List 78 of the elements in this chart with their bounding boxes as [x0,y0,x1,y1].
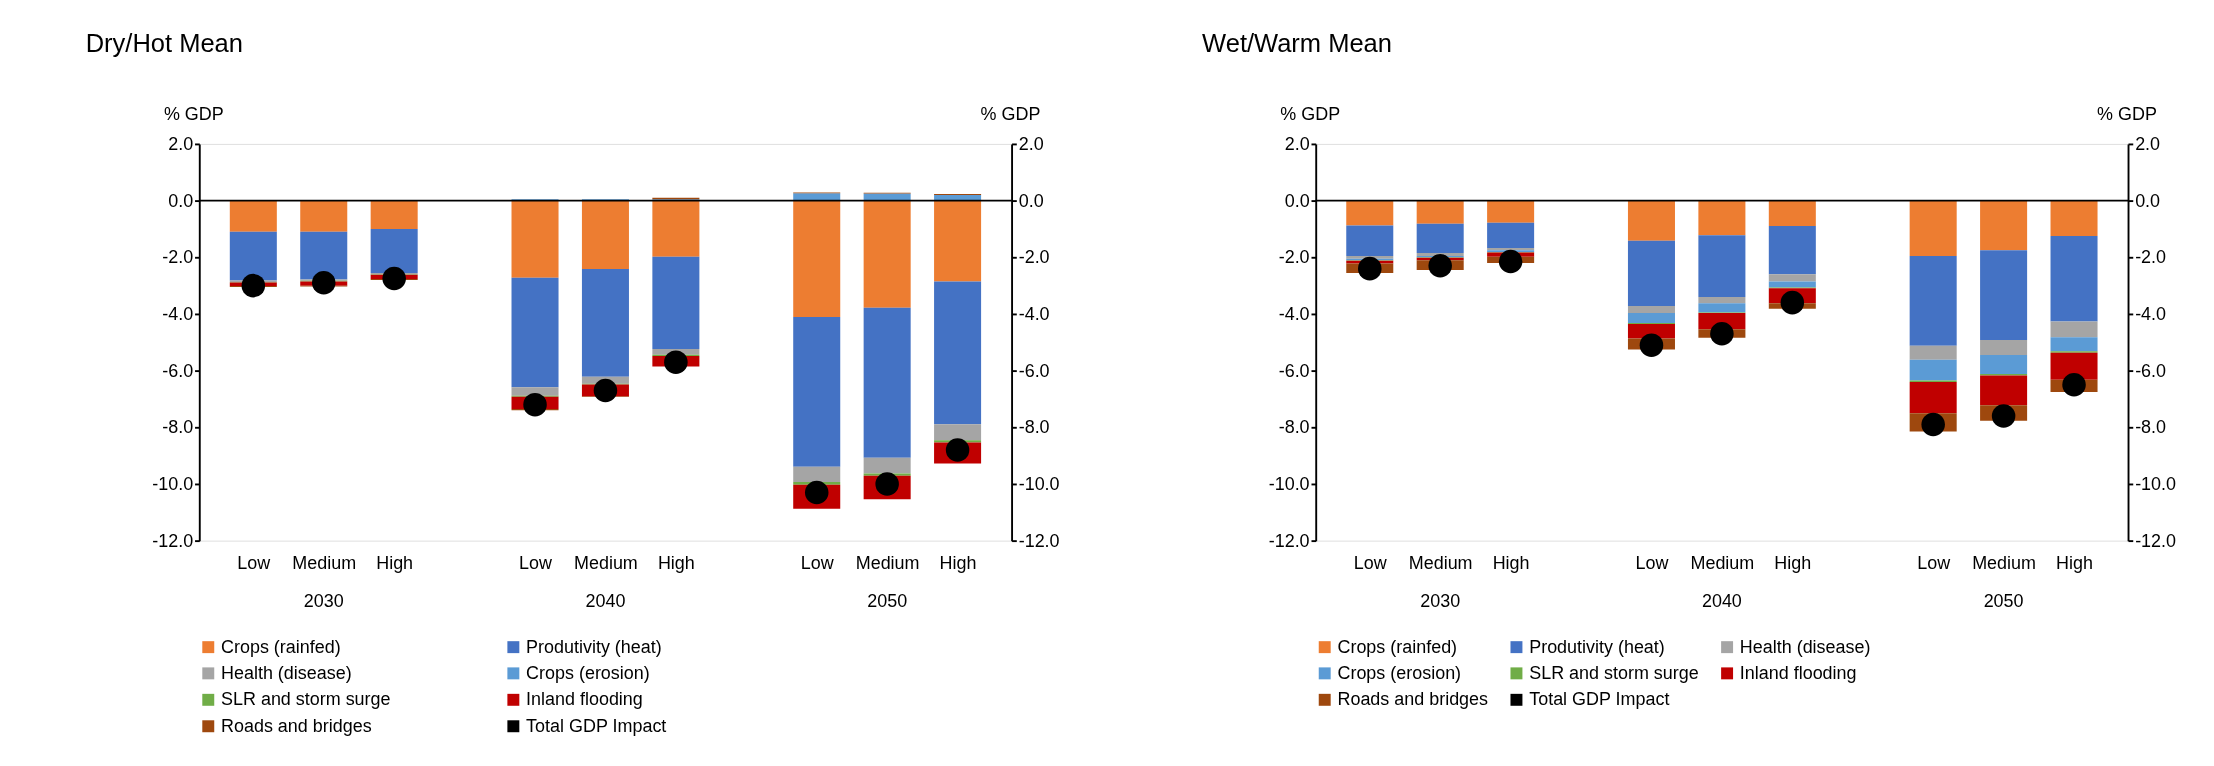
y-tick-label: -4.0 [1278,304,1310,325]
legend-label: Health (disease) [1739,636,1871,657]
y2-tick-label: -6.0 [1018,360,1050,381]
y-tick-label: -4.0 [162,304,194,325]
text: 2030 [303,590,344,611]
text: 2050 [867,590,908,611]
x-tick-label: Medium [574,552,638,573]
text: 2030 [1420,590,1461,611]
y2-tick-label: -4.0 [1018,304,1050,325]
chart-title: Dry/Hot Mean [85,29,243,58]
y2-tick-label: 2.0 [2135,134,2161,155]
y2-tick-label: -10.0 [2135,474,2177,495]
x-tick-label: Low [800,552,834,573]
y2-tick-label: 0.0 [1018,190,1044,211]
y-tick-label: -6.0 [162,360,194,381]
chart-title: Wet/Warm Mean [1202,29,1392,58]
legend-label: Roads and bridges [221,715,372,736]
y2-tick-label: -2.0 [2135,247,2167,268]
y-tick-label: -8.0 [1278,417,1310,438]
x-tick-label: Low [1917,552,1951,573]
y-tick-label: 2.0 [168,134,194,155]
legend-label: Inland flooding [526,689,643,710]
text: 2050 [1983,590,2024,611]
y-tick-label: -8.0 [162,417,194,438]
y-tick-label: -12.0 [1268,530,1310,551]
legend-label: SLR and storm surge [221,689,391,710]
y2-tick-label: -8.0 [2135,417,2167,438]
x-tick-label: Low [1635,552,1669,573]
legend-label: Produtivity (heat) [526,636,662,657]
y2-tick-label: -8.0 [1018,417,1050,438]
legend-label: Roads and bridges [1337,689,1489,710]
x-tick-label: High [1774,552,1812,573]
x-tick-label: High [376,552,414,573]
y-tick-label: 0.0 [168,190,194,211]
legend-label: Crops (erosion) [526,663,650,684]
y2-tick-label: -2.0 [1018,247,1050,268]
x-tick-label: Medium [1972,552,2036,573]
legend-label: Crops (rainfed) [1337,636,1458,657]
x-tick-label: Medium [1690,552,1755,573]
legend-label: Total GDP Impact [1529,689,1670,710]
legend-label: Crops (rainfed) [221,636,341,657]
y-axis-title: % GDP [163,103,224,124]
y-tick-label: -12.0 [152,530,194,551]
y-tick-label: 2.0 [1284,134,1310,155]
y2-tick-label: 0.0 [2135,190,2161,211]
x-tick-label: Medium [855,552,920,573]
text: 2040 [585,590,626,611]
y-tick-label: -6.0 [1278,360,1310,381]
y2-tick-label: 2.0 [1018,134,1044,155]
y2-tick-label: -4.0 [2135,304,2167,325]
legend-label: Inland flooding [1739,663,1857,684]
legend-label: Crops (erosion) [1337,663,1462,684]
y2-axis-title: % GDP [980,103,1041,124]
y-tick-label: -2.0 [162,247,194,268]
x-tick-label: High [2056,552,2093,573]
y-tick-label: -10.0 [1268,474,1310,495]
x-tick-label: Medium [292,552,357,573]
text: 2040 [1701,590,1742,611]
legend-label: Total GDP Impact [526,715,667,736]
x-tick-label: Low [1353,552,1387,573]
y2-tick-label: -10.0 [1018,474,1060,495]
x-tick-label: Low [237,552,271,573]
y-tick-label: -10.0 [152,474,194,495]
y2-axis-title: % GDP [2097,103,2157,124]
y2-tick-label: -12.0 [2135,530,2177,551]
legend-label: Health (disease) [221,663,352,684]
y-tick-label: -2.0 [1278,247,1310,268]
legend-label: SLR and storm surge [1529,663,1699,684]
y2-tick-label: -6.0 [2135,360,2167,381]
y-tick-label: 0.0 [1284,190,1310,211]
x-tick-label: High [657,552,695,573]
x-tick-label: Low [519,552,552,573]
legend-label: Produtivity (heat) [1529,636,1665,657]
y2-tick-label: -12.0 [1018,530,1060,551]
x-tick-label: High [939,552,977,573]
x-tick-label: Medium [1408,552,1473,573]
y-axis-title: % GDP [1280,103,1341,124]
x-tick-label: High [1492,552,1530,573]
